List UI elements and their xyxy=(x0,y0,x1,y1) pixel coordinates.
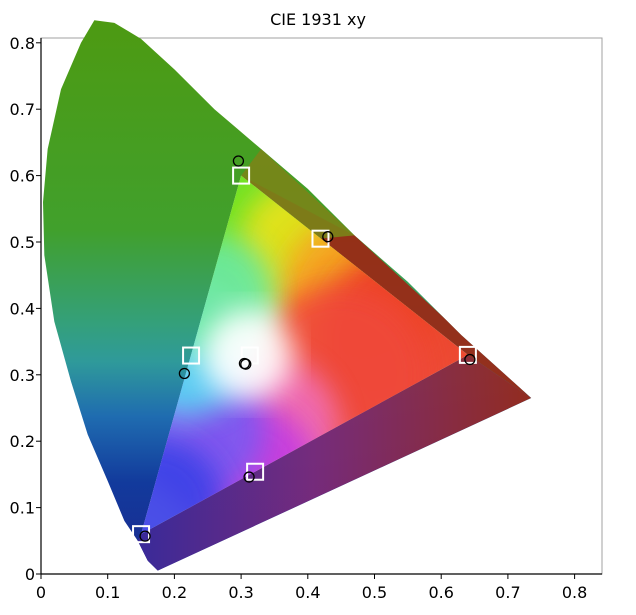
measured-circle-marker xyxy=(139,530,151,542)
y-tick-label: 0.5 xyxy=(10,233,35,252)
target-square-marker xyxy=(246,462,265,481)
x-ticks: 0 0.1 0.2 0.3 0.4 0.5 0.6 0.7 0.8 xyxy=(36,574,587,602)
measured-circle-marker xyxy=(178,367,191,380)
y-tick-label: 0.8 xyxy=(10,34,35,53)
x-tick-label: 0 xyxy=(36,583,46,602)
x-tick-label: 0.6 xyxy=(428,583,453,602)
measured-circle-marker xyxy=(243,471,255,483)
y-tick-label: 0 xyxy=(25,565,35,584)
x-tick-label: 0.1 xyxy=(95,583,120,602)
y-tick-label: 0.4 xyxy=(10,299,35,318)
y-tick-label: 0.1 xyxy=(10,499,35,518)
target-square-marker xyxy=(182,346,201,365)
measured-circle-marker xyxy=(238,357,251,370)
measured-circle-marker xyxy=(232,155,245,167)
measured-circle-marker xyxy=(322,231,334,243)
y-ticks: 0 0.1 0.2 0.3 0.4 0.5 0.6 0.7 0.8 xyxy=(10,34,41,584)
x-tick-label: 0.5 xyxy=(362,583,387,602)
y-tick-label: 0.7 xyxy=(10,100,35,119)
measured-circle-marker xyxy=(464,353,476,366)
y-tick-label: 0.6 xyxy=(10,167,35,186)
x-tick-label: 0.4 xyxy=(295,583,320,602)
target-square-marker xyxy=(311,229,330,248)
markers xyxy=(132,155,477,544)
x-tick-label: 0.8 xyxy=(562,583,587,602)
x-tick-label: 0.7 xyxy=(495,583,520,602)
chart-title: CIE 1931 xy xyxy=(270,10,366,29)
x-tick-label: 0.3 xyxy=(228,583,253,602)
y-tick-label: 0.2 xyxy=(10,432,35,451)
x-tick-label: 0.2 xyxy=(162,583,187,602)
target-square-marker xyxy=(458,345,477,364)
target-square-marker xyxy=(232,166,251,185)
y-tick-label: 0.3 xyxy=(10,366,35,385)
axes: 0 0.1 0.2 0.3 0.4 0.5 0.6 0.7 0.8 00.10.20.30.40… xyxy=(10,34,602,602)
